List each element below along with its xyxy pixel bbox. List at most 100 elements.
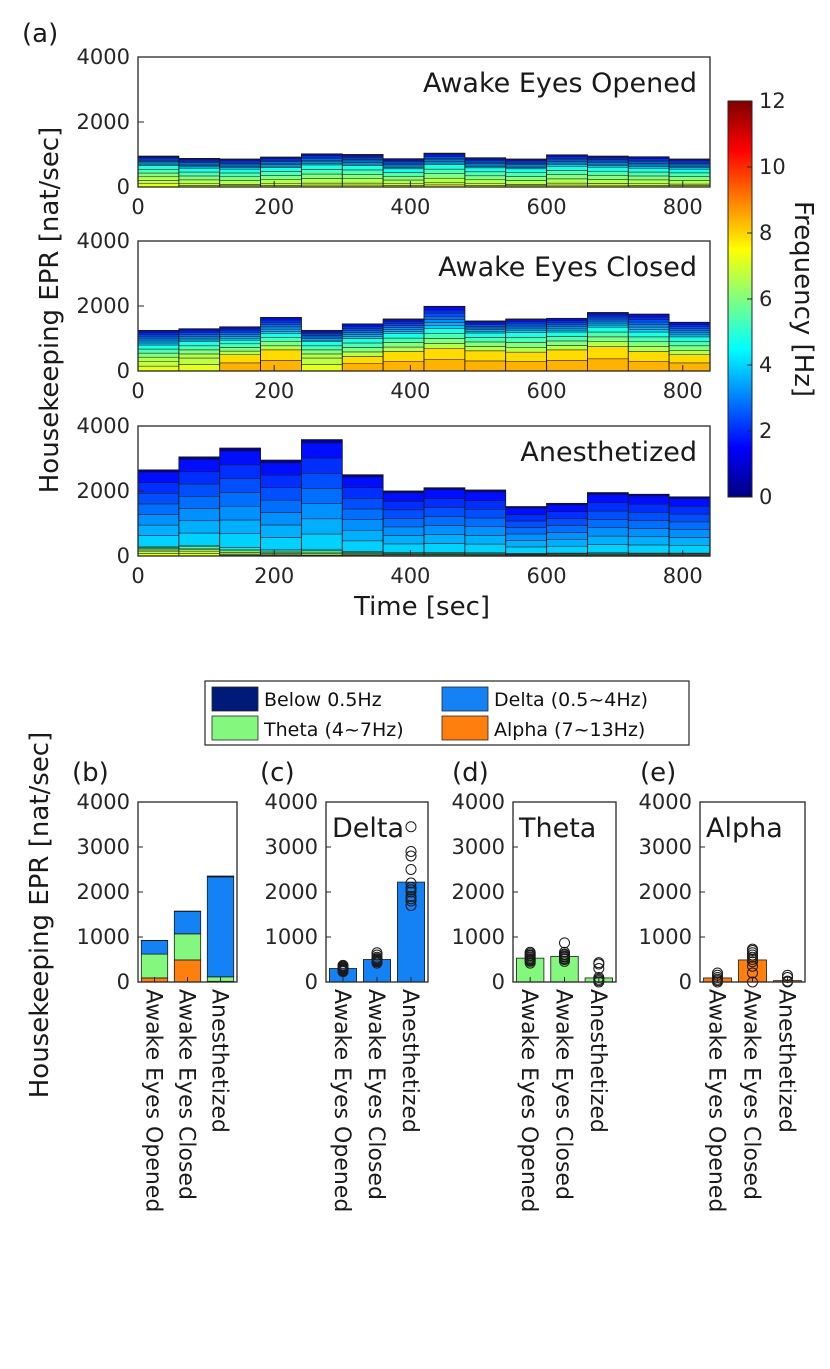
bottom-ylabel: Housekeeping EPR [nat/sec] (25, 732, 55, 1099)
stack-segment (423, 338, 466, 344)
stack-segment (505, 168, 547, 173)
stack-segment (260, 349, 302, 361)
stack-segment (628, 329, 670, 333)
stack-segment (423, 333, 466, 339)
stack-segment (587, 331, 629, 338)
stack-segment (260, 341, 302, 347)
category-label: Awake Eyes Opened (516, 989, 541, 1212)
stack-segment (423, 498, 466, 508)
legend-swatch-theta (211, 715, 259, 741)
stack-segment (546, 170, 588, 175)
stack-segment (178, 508, 220, 522)
stack-segment (178, 339, 220, 343)
stack-segment (342, 334, 384, 337)
stack-segment (628, 316, 670, 320)
top-xlabel: Time [sec] (353, 592, 490, 622)
stack-segment (587, 320, 629, 324)
stack-segment (505, 176, 547, 181)
stack-segment (587, 358, 629, 372)
data-point (524, 946, 536, 958)
stack-segment (546, 349, 588, 361)
stack-segment (260, 537, 302, 551)
stack-segment (546, 511, 588, 519)
stack-segment (587, 316, 629, 320)
y-tick-label: 4000 (77, 790, 130, 814)
stack-segment (668, 332, 711, 336)
stack-segment (668, 537, 711, 546)
stack-segment (178, 336, 220, 339)
stack-segment (505, 326, 547, 330)
stack-segment (382, 337, 425, 343)
stack-segment (178, 167, 220, 173)
x-tick-label: 200 (254, 379, 294, 403)
stack-segment (260, 462, 302, 476)
subplot-title: Awake Eyes Opened (423, 68, 697, 99)
stack-segment (464, 535, 506, 545)
stack-segment (668, 168, 711, 174)
stack-segment (587, 175, 629, 180)
stack-segment (464, 500, 506, 510)
stack-segment (137, 356, 180, 362)
stack-segment (668, 180, 711, 185)
stack-segment (178, 364, 220, 372)
stacked-bar-segment (140, 953, 169, 979)
stack-segment (668, 330, 711, 334)
stack-segment (423, 316, 466, 320)
stack-segment (137, 336, 180, 340)
stack-segment (342, 540, 384, 552)
category-label: Awake Eyes Opened (329, 989, 354, 1212)
subplot-title: Theta (518, 813, 596, 844)
stack-segment (342, 342, 384, 348)
stack-segment (301, 178, 343, 184)
stack-segment (137, 365, 180, 372)
y-tick-label: 4000 (265, 790, 318, 814)
stack-segment (178, 175, 220, 181)
stacked-bar-segment (173, 910, 202, 935)
stack-segment (382, 179, 425, 184)
stack-segment (301, 182, 343, 186)
stack-segment (260, 345, 302, 351)
category-label: Awake Eyes Closed (739, 989, 764, 1200)
stack-segment (668, 545, 711, 554)
stack-segment (546, 174, 588, 180)
stack-segment (219, 334, 261, 337)
stack-segment (137, 180, 180, 184)
time-series-subplot: Awake Eyes Closed 0 2000 4000 0 200 400 600 800 (77, 229, 711, 403)
stack-segment (260, 326, 302, 330)
stack-segment (342, 508, 384, 520)
legend-label-alpha: Alpha (7~13Hz) (494, 719, 645, 741)
stack-segment (668, 341, 711, 347)
stack-segment (219, 362, 261, 372)
stack-segment (178, 471, 220, 485)
stack-segment (137, 334, 180, 338)
stack-segment (505, 328, 547, 332)
stack-segment (382, 321, 425, 324)
stack-segment (423, 173, 466, 179)
stack-segment (342, 498, 384, 510)
data-point (405, 846, 417, 857)
stack-segment (260, 337, 302, 343)
stack-segment (464, 491, 506, 501)
stack-segment (342, 330, 384, 333)
stack-segment (342, 182, 384, 186)
stacked-bar-segment (140, 940, 169, 955)
stack-segment (219, 176, 261, 181)
y-tick-label: 3000 (77, 835, 130, 859)
stack-segment (628, 336, 670, 343)
data-point (559, 937, 570, 949)
stack-segment (137, 169, 180, 174)
stack-segment (464, 509, 506, 519)
stack-segment (219, 492, 261, 507)
stack-segment (464, 350, 506, 362)
stack-segment (301, 164, 343, 170)
data-point (559, 946, 570, 958)
stack-segment (301, 442, 343, 459)
stack-segment (628, 167, 670, 173)
stack-segment (423, 534, 466, 544)
stack-segment (546, 324, 588, 327)
stack-segment (301, 353, 343, 359)
stack-segment (546, 504, 588, 512)
stack-segment (219, 450, 261, 466)
panel-label-e: (e) (640, 758, 676, 788)
